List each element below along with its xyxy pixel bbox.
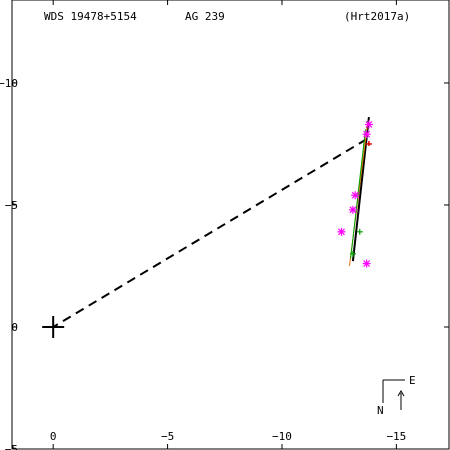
asterisk-point <box>337 227 346 236</box>
asterisk-stroke <box>363 130 371 138</box>
primary-star-marker <box>42 315 65 338</box>
compass-arrowhead-icon <box>397 390 405 397</box>
plus-point <box>356 228 363 235</box>
y-tick-label: −5 <box>5 443 18 450</box>
x-tick-label: 0 <box>50 430 57 443</box>
observation-marks-group <box>42 120 373 338</box>
y-tick-label: −5 <box>5 199 18 212</box>
reference-label: (Hrt2017a) <box>344 10 410 23</box>
asterisk-stroke <box>363 260 371 267</box>
asterisk-point <box>348 205 357 214</box>
orbit-arc-line <box>351 117 370 262</box>
asterisk-stroke <box>338 228 345 236</box>
discoverer-label: AG 239 <box>185 10 225 23</box>
asterisk-point <box>351 191 360 200</box>
plot-frame <box>11 0 450 450</box>
asterisk-point <box>362 130 371 139</box>
x-tick-label: −10 <box>272 430 292 443</box>
asterisk-stroke <box>349 206 357 214</box>
orbit-lines-group <box>52 117 370 328</box>
orbit-arc-line <box>350 129 366 259</box>
compass: E N <box>377 374 416 417</box>
y-tick-label: −10 <box>0 77 18 90</box>
asterisk-point <box>364 120 373 129</box>
asterisk-point <box>362 259 371 268</box>
x-tick-label: −5 <box>161 430 174 443</box>
y-tick-label: 0 <box>11 321 18 334</box>
tick-point <box>365 140 372 146</box>
line-of-nodes-dashed <box>52 138 368 328</box>
compass-north-label: N <box>377 404 384 417</box>
asterisk-stroke <box>365 121 373 128</box>
x-tick-label: −15 <box>386 430 406 443</box>
compass-east-label: E <box>409 374 416 387</box>
plus-point <box>349 250 356 257</box>
asterisk-stroke <box>351 191 359 199</box>
star-id-label: WDS 19478+5154 <box>44 10 137 23</box>
